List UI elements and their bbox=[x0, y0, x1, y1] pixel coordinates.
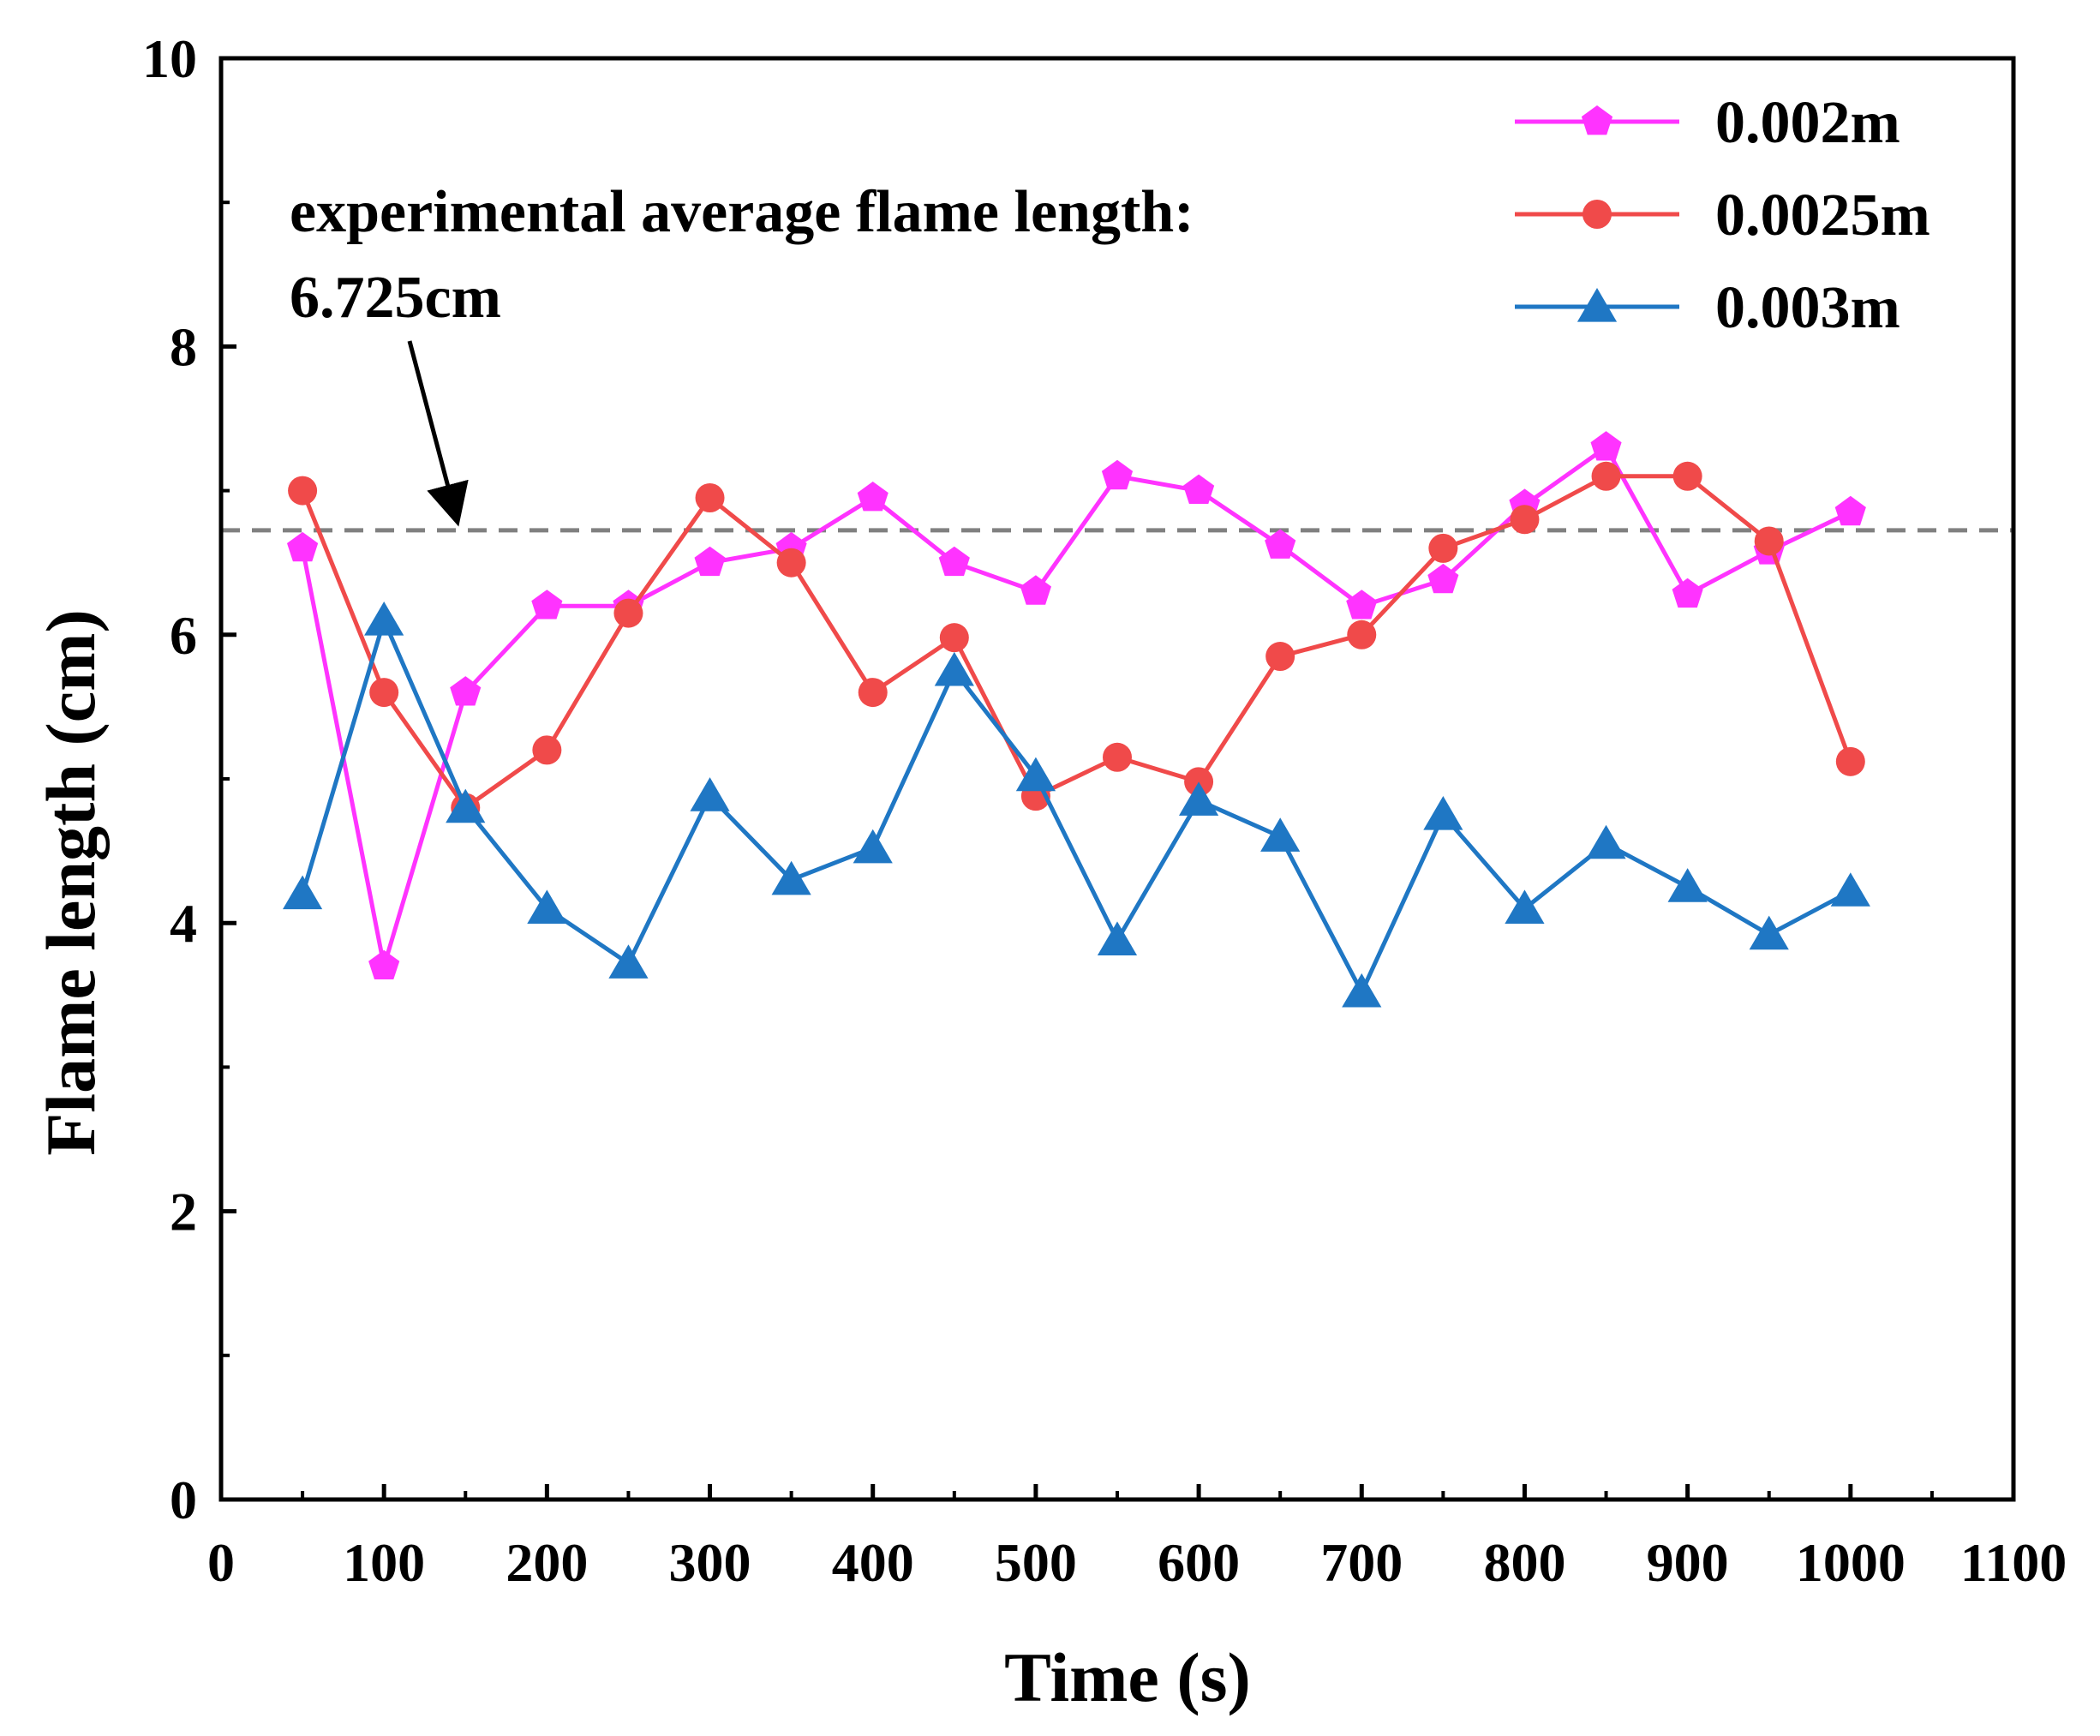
data-point-0.003m-400 bbox=[853, 829, 893, 864]
legend: 0.002m 0.0025m 0.003m bbox=[1515, 90, 1930, 341]
x-tick-label-300: 300 bbox=[669, 1532, 751, 1593]
data-point-0.002m-150 bbox=[450, 676, 482, 706]
y-axis-title: Flame length (cm) bbox=[32, 609, 110, 1156]
data-point-0.003m-550 bbox=[1097, 921, 1138, 955]
x-tick-label-0: 0 bbox=[207, 1532, 235, 1593]
data-point-0.0025m-950 bbox=[1754, 526, 1784, 556]
x-tick-label-800: 800 bbox=[1483, 1532, 1565, 1593]
x-tick-label-1100: 1100 bbox=[1960, 1532, 2067, 1593]
series-line-0.002m bbox=[300, 445, 1852, 969]
data-point-0.002m-500 bbox=[1020, 575, 1051, 605]
annotation-text-line2: 6.725cm bbox=[290, 265, 501, 331]
data-point-0.002m-550 bbox=[1101, 459, 1134, 490]
legend-marker-0.003m bbox=[1576, 288, 1618, 322]
data-point-0.002m-300 bbox=[694, 546, 726, 577]
plot-area: 0 100 200 300 400 500 600 700 800 900 1000 1100 0 2 4 6… bbox=[142, 28, 2067, 1593]
data-point-0.0025m-300 bbox=[695, 483, 725, 513]
series-0.0025m bbox=[288, 461, 1865, 823]
data-point-0.002m-900 bbox=[1672, 578, 1703, 608]
legend-marker-0.0025m bbox=[1582, 200, 1612, 229]
data-point-0.002m-750 bbox=[1427, 563, 1459, 594]
annotation-arrow bbox=[407, 340, 469, 527]
data-point-0.0025m-200 bbox=[532, 735, 562, 765]
data-point-0.003m-600 bbox=[1178, 781, 1219, 816]
series-0.003m bbox=[282, 601, 1870, 1008]
legend-marker-0.002m bbox=[1581, 105, 1613, 135]
data-point-0.0025m-100 bbox=[369, 678, 399, 708]
data-point-0.003m-850 bbox=[1586, 824, 1626, 859]
annotation-text-line1: experimental average flame length: bbox=[290, 179, 1194, 245]
data-point-0.002m-700 bbox=[1346, 590, 1378, 620]
data-point-0.002m-100 bbox=[368, 949, 400, 979]
y-tick-label-6: 6 bbox=[170, 605, 197, 666]
x-tick-label-600: 600 bbox=[1158, 1532, 1240, 1593]
data-point-0.003m-450 bbox=[934, 651, 974, 686]
data-point-0.003m-900 bbox=[1667, 868, 1708, 902]
data-point-0.0025m-50 bbox=[288, 476, 318, 506]
data-point-0.0025m-850 bbox=[1591, 461, 1621, 491]
x-tick-label-900: 900 bbox=[1647, 1532, 1729, 1593]
data-point-0.0025m-450 bbox=[939, 623, 969, 653]
data-point-0.003m-350 bbox=[771, 860, 811, 895]
y-tick-label-8: 8 bbox=[170, 316, 197, 377]
data-point-0.003m-300 bbox=[690, 777, 730, 811]
x-tick-label-400: 400 bbox=[832, 1532, 914, 1593]
y-tick-label-0: 0 bbox=[170, 1470, 197, 1530]
data-point-0.003m-50 bbox=[282, 875, 323, 910]
y-tick-label-2: 2 bbox=[170, 1182, 197, 1242]
data-point-0.002m-850 bbox=[1590, 431, 1622, 461]
data-point-0.0025m-350 bbox=[776, 548, 806, 578]
x-axis-title: Time (s) bbox=[1004, 1638, 1251, 1716]
data-point-0.003m-800 bbox=[1505, 889, 1545, 924]
legend-item-0.003m: 0.003m bbox=[1515, 275, 1900, 341]
data-point-0.003m-250 bbox=[608, 944, 649, 979]
series-line-0.0025m bbox=[300, 474, 1853, 811]
data-point-0.003m-500 bbox=[1015, 757, 1056, 792]
legend-label-0.002m: 0.002m bbox=[1715, 90, 1900, 156]
data-point-0.003m-200 bbox=[527, 889, 567, 924]
data-point-0.002m-200 bbox=[531, 590, 563, 620]
data-point-0.002m-600 bbox=[1183, 474, 1215, 504]
data-point-0.0025m-800 bbox=[1510, 505, 1540, 535]
series-group bbox=[282, 431, 1870, 1008]
data-point-0.0025m-700 bbox=[1347, 620, 1377, 650]
data-point-0.003m-100 bbox=[364, 601, 404, 636]
data-point-0.0025m-1000 bbox=[1835, 746, 1865, 776]
x-tick-label-500: 500 bbox=[995, 1532, 1077, 1593]
legend-item-0.002m: 0.002m bbox=[1515, 90, 1900, 156]
data-point-0.003m-700 bbox=[1342, 973, 1382, 1008]
x-tick-label-700: 700 bbox=[1320, 1532, 1403, 1593]
data-point-0.003m-950 bbox=[1749, 915, 1789, 950]
data-point-0.002m-1000 bbox=[1834, 495, 1866, 526]
x-tick-label-100: 100 bbox=[343, 1532, 425, 1593]
data-point-0.0025m-250 bbox=[613, 598, 643, 628]
data-point-0.003m-150 bbox=[446, 788, 486, 823]
data-point-0.002m-450 bbox=[938, 546, 970, 577]
legend-label-0.003m: 0.003m bbox=[1715, 275, 1900, 341]
legend-label-0.0025m: 0.0025m bbox=[1715, 183, 1930, 248]
x-tick-label-1000: 1000 bbox=[1796, 1532, 1906, 1593]
y-tick-label-10: 10 bbox=[142, 28, 197, 89]
data-point-0.0025m-900 bbox=[1672, 461, 1702, 491]
data-point-0.003m-650 bbox=[1260, 817, 1301, 852]
data-point-0.003m-1000 bbox=[1830, 872, 1870, 907]
data-point-0.0025m-550 bbox=[1103, 742, 1132, 772]
y-tick-label-4: 4 bbox=[170, 893, 197, 954]
x-tick-label-200: 200 bbox=[506, 1532, 588, 1593]
axes-group: 0 100 200 300 400 500 600 700 800 900 1000 1100 0 2 4 6… bbox=[142, 28, 2067, 1593]
series-line-0.003m bbox=[300, 618, 1852, 995]
data-point-0.002m-400 bbox=[857, 482, 888, 512]
data-point-0.003m-750 bbox=[1423, 796, 1463, 830]
data-point-0.002m-50 bbox=[287, 531, 319, 562]
data-point-0.0025m-650 bbox=[1265, 642, 1295, 672]
data-point-0.0025m-750 bbox=[1428, 533, 1458, 563]
legend-item-0.0025m: 0.0025m bbox=[1515, 183, 1930, 248]
data-point-0.0025m-400 bbox=[858, 678, 888, 708]
series-0.002m bbox=[287, 431, 1866, 979]
data-point-0.002m-650 bbox=[1265, 529, 1296, 559]
